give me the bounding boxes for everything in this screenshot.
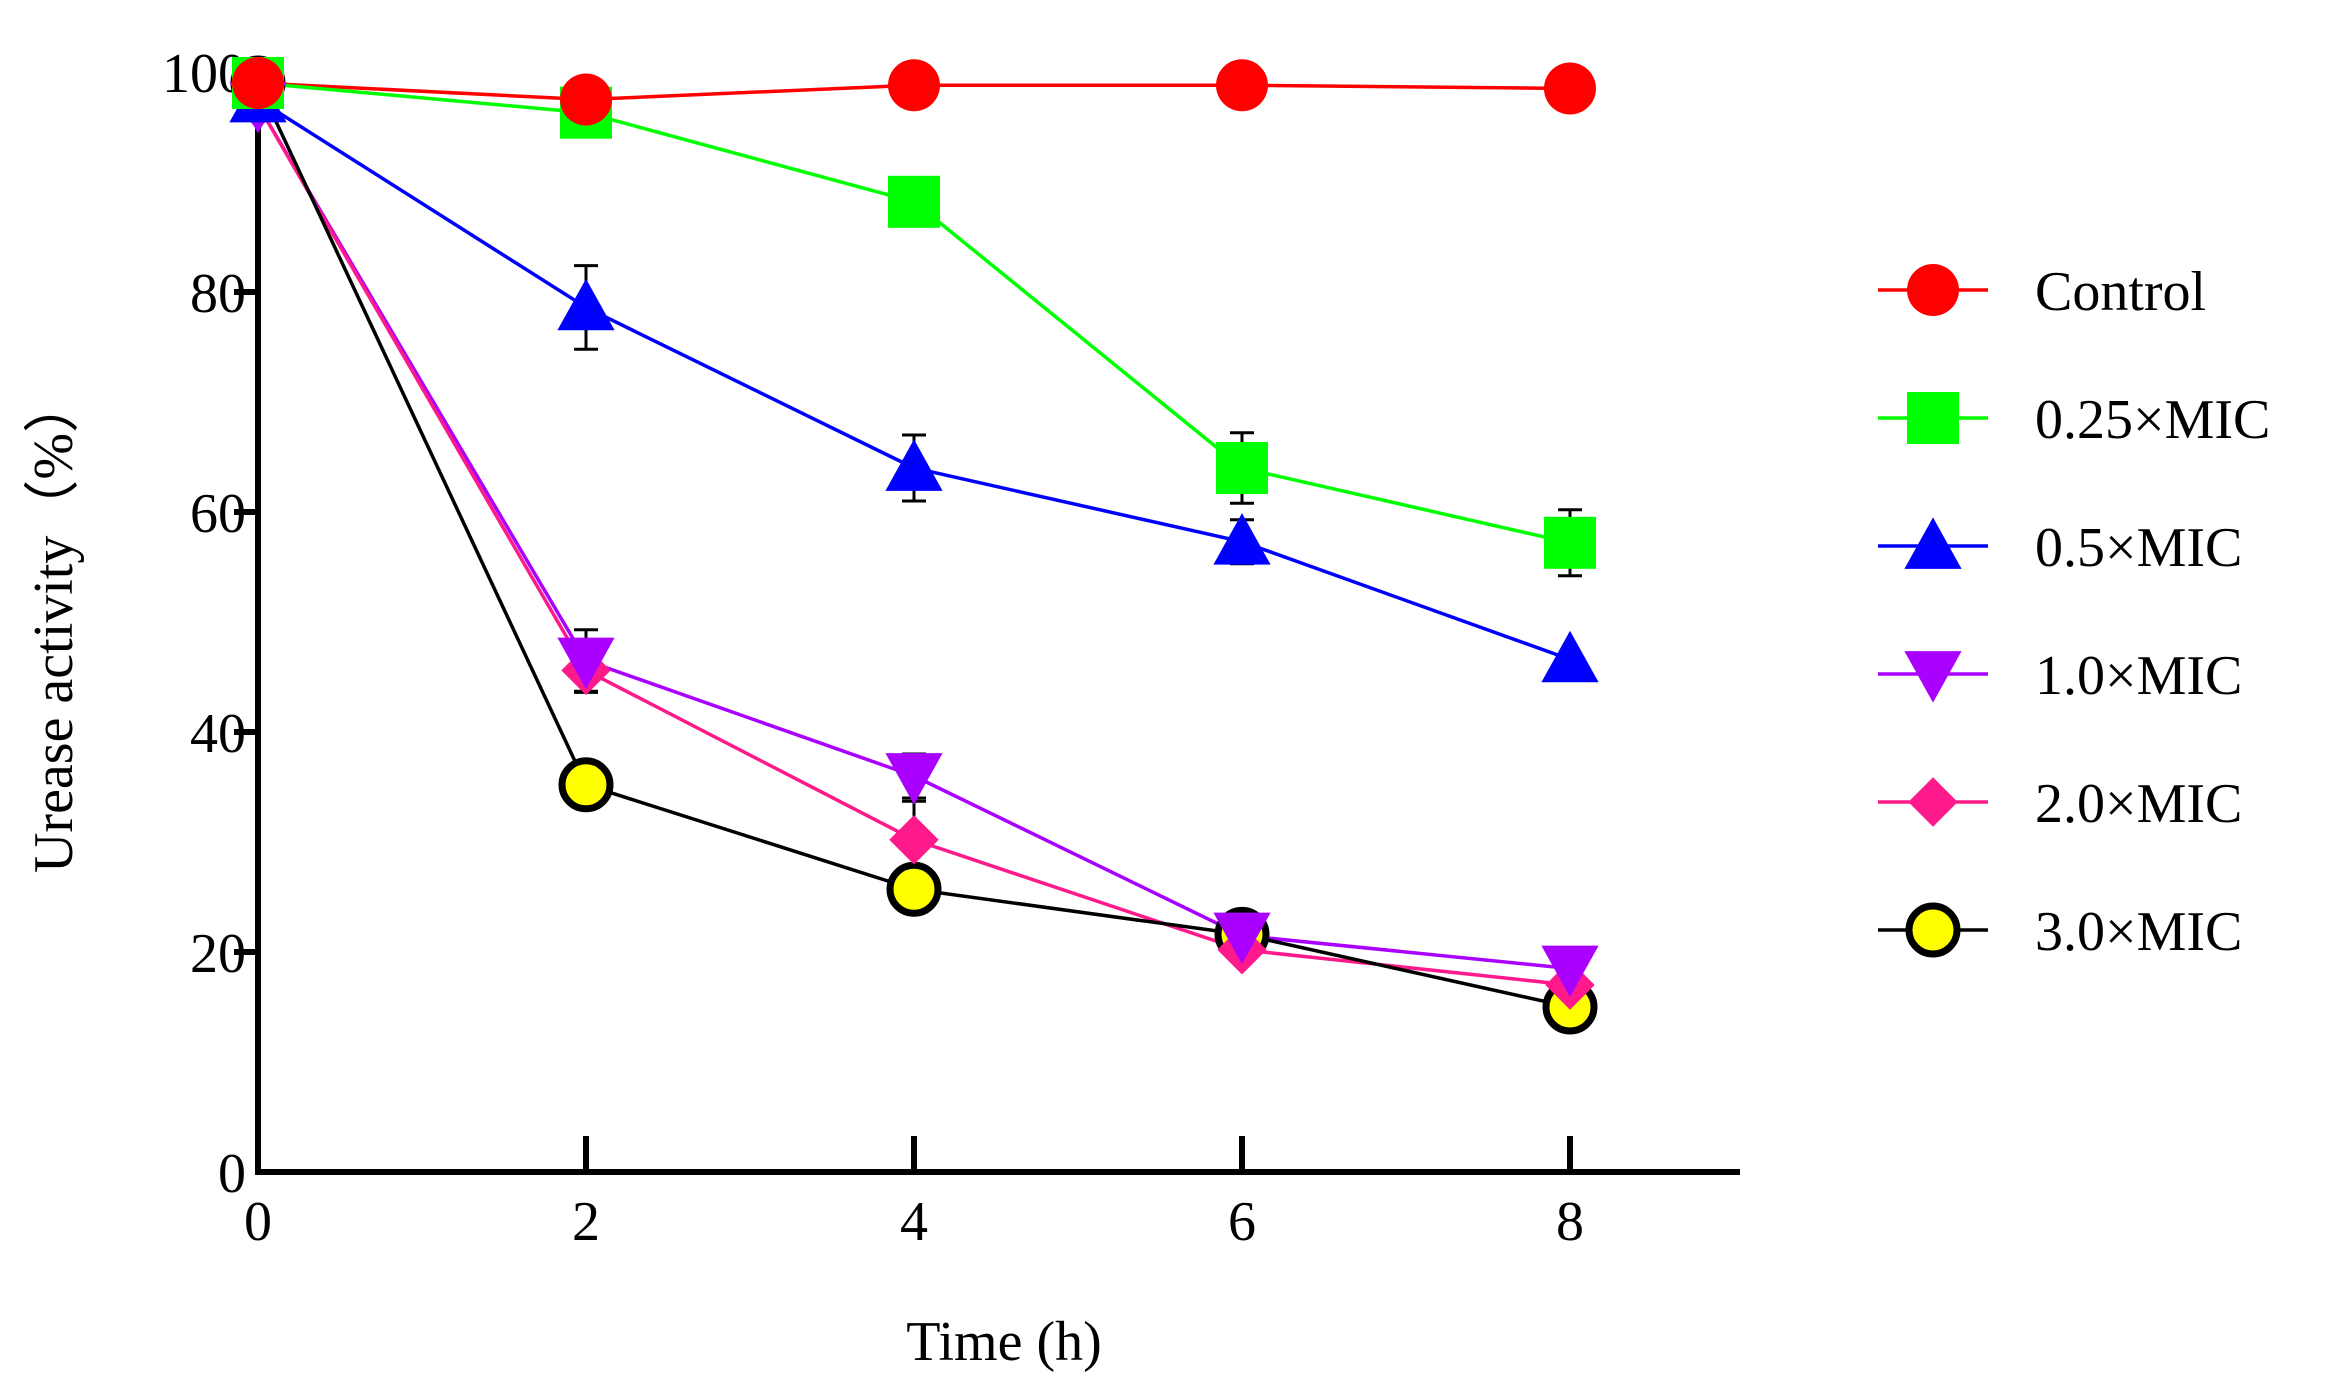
data-point-control xyxy=(1544,62,1596,115)
data-point-1-0-mic xyxy=(1213,912,1271,965)
legend-label: Control xyxy=(2035,261,2206,323)
data-point-1-0-mic xyxy=(1541,945,1599,998)
legend-label: 0.25×MIC xyxy=(2035,389,2270,451)
legend-item-control: Control xyxy=(1878,261,2206,323)
data-point-control xyxy=(1216,59,1268,112)
data-point-3-0-mic xyxy=(886,861,942,917)
x-tick-label: 2 xyxy=(572,1191,600,1253)
x-tick-label: 4 xyxy=(900,1191,928,1253)
y-tick-label: 40 xyxy=(190,703,246,765)
data-point-control xyxy=(560,73,612,126)
data-point-1-0-mic xyxy=(885,753,943,805)
data-point-1-0-mic xyxy=(557,637,615,690)
legend: Control 0.25×MIC 0.5×MIC 1.0×MIC 2.0×MIC 3.0×… xyxy=(1878,261,2270,963)
legend-marker xyxy=(1904,651,1962,703)
legend-label: 3.0×MIC xyxy=(2035,901,2242,963)
y-tick-label: 0 xyxy=(218,1143,246,1205)
data-point-0-25-mic xyxy=(888,175,940,228)
data-point-control xyxy=(232,57,284,109)
legend-item-1-0-mic: 1.0×MIC xyxy=(1878,645,2242,707)
legend-item-0-25-mic: 0.25×MIC xyxy=(1878,389,2270,451)
y-axis-title: Urease activity（%） xyxy=(23,377,85,873)
legend-label: 0.5×MIC xyxy=(2035,517,2242,579)
data-point-0-5-mic xyxy=(885,439,943,491)
legend-marker xyxy=(1908,777,1958,827)
legend-marker xyxy=(1905,902,1961,958)
x-tick-label: 0 xyxy=(244,1191,272,1253)
legend-label: 1.0×MIC xyxy=(2035,645,2242,707)
data-point-0-5-mic xyxy=(1213,513,1271,565)
x-tick-label: 6 xyxy=(1228,1191,1256,1253)
y-tick-label: 80 xyxy=(190,263,246,325)
legend-label: 2.0×MIC xyxy=(2035,773,2242,835)
data-point-control xyxy=(888,59,940,112)
y-tick-label: 20 xyxy=(190,923,246,985)
legend-item-2-0-mic: 2.0×MIC xyxy=(1878,773,2242,835)
legend-marker xyxy=(1907,264,1959,316)
data-point-0-5-mic xyxy=(557,278,615,331)
legend-item-0-5-mic: 0.5×MIC xyxy=(1878,517,2242,579)
legend-marker xyxy=(1904,517,1962,569)
data-markers xyxy=(229,55,1599,1035)
data-point-3-0-mic xyxy=(558,757,614,813)
legend-item-3-0-mic: 3.0×MIC xyxy=(1878,901,2242,963)
data-point-2-0-mic xyxy=(889,815,939,865)
data-point-0-5-mic xyxy=(1541,630,1599,683)
data-point-0-25-mic xyxy=(1544,516,1596,569)
legend-marker xyxy=(1907,392,1959,444)
y-tick-label: 60 xyxy=(190,483,246,545)
data-point-0-25-mic xyxy=(1216,442,1268,494)
x-axis-title: Time (h) xyxy=(906,1311,1102,1373)
x-tick-label: 8 xyxy=(1556,1191,1584,1253)
